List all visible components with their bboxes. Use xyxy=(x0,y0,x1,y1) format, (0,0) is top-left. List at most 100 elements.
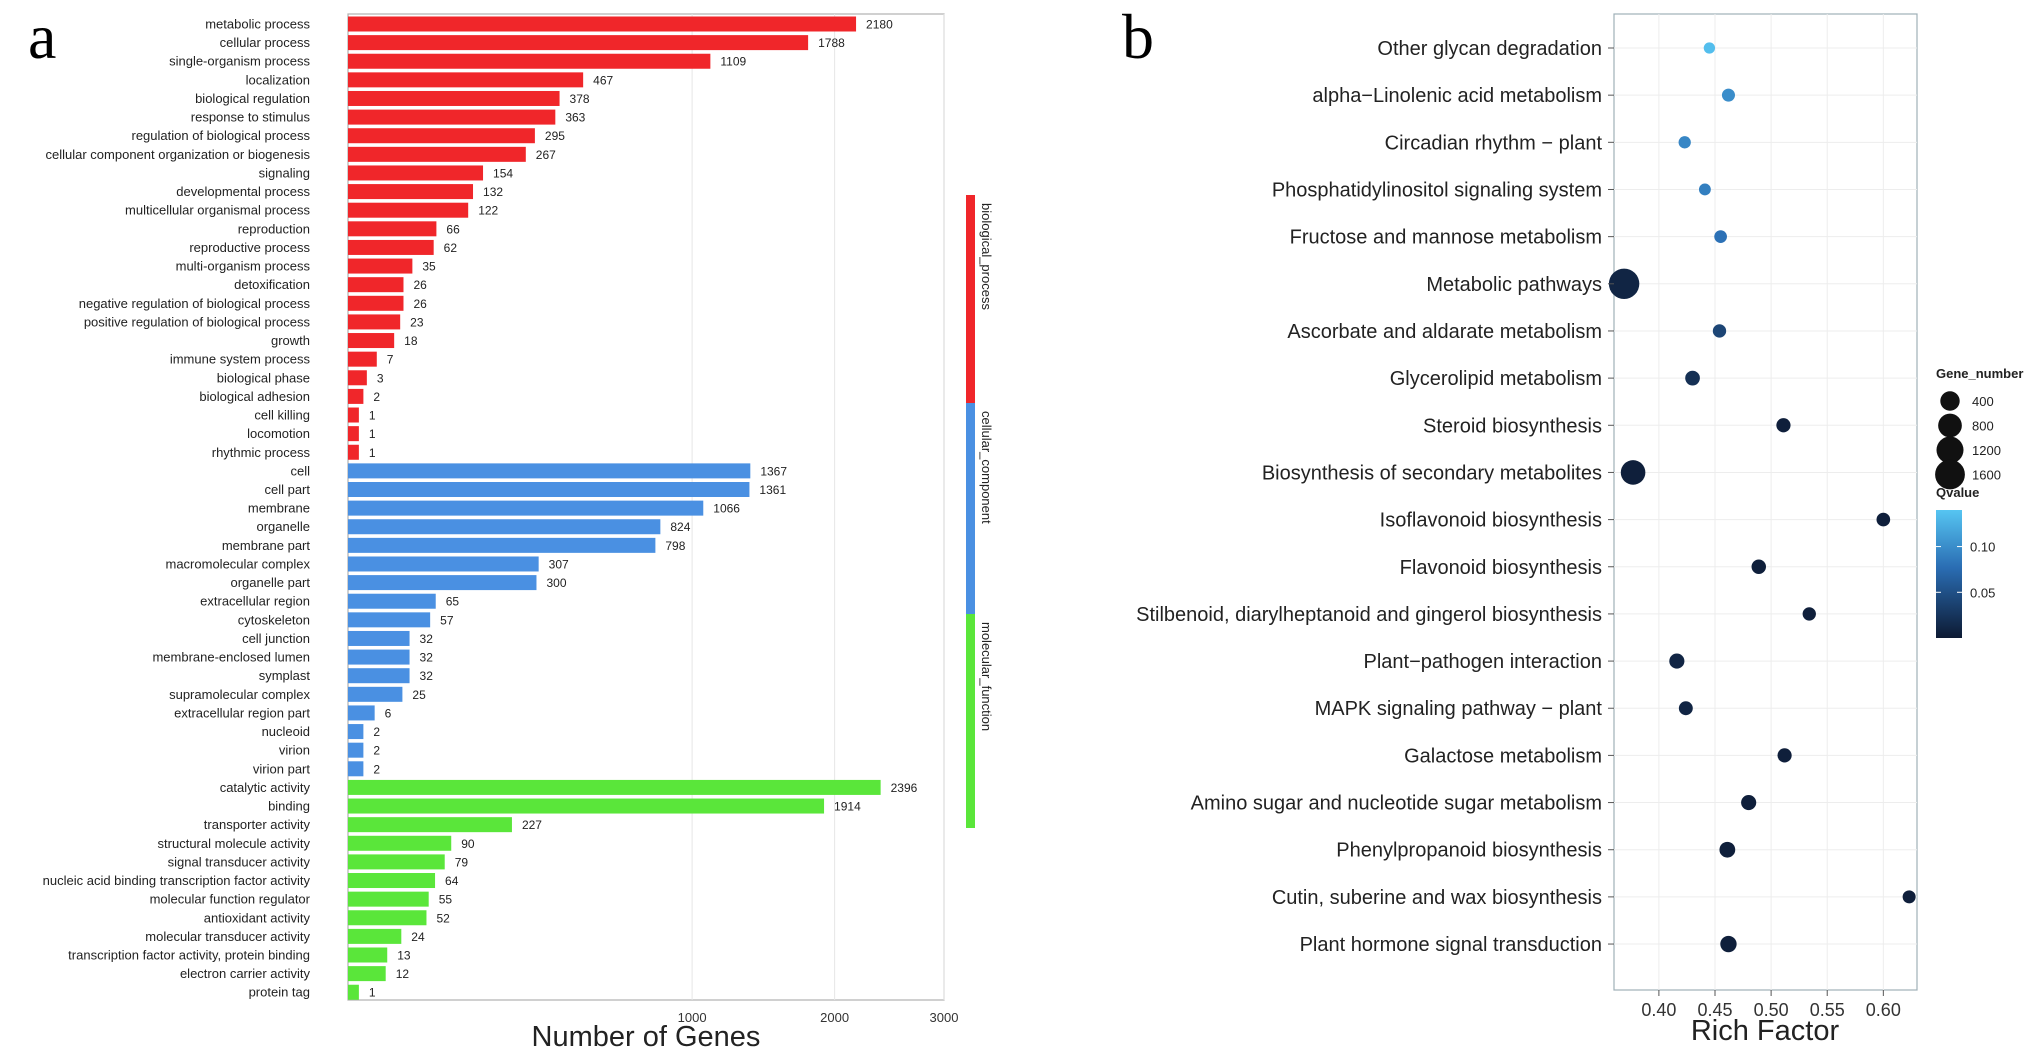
bar-category-label: reproduction xyxy=(238,221,310,236)
bar xyxy=(348,742,364,758)
bar-category-label: virion part xyxy=(253,761,310,776)
bubble-pathway-label: Metabolic pathways xyxy=(1426,274,1602,296)
bar-value-label: 12 xyxy=(396,967,410,981)
bar-category-label: electron carrier activity xyxy=(180,966,311,981)
bar xyxy=(348,575,537,591)
bar-category-label: biological regulation xyxy=(195,91,310,106)
bar xyxy=(348,258,413,274)
bar xyxy=(348,873,436,889)
gene-number-legend-label: 1200 xyxy=(1972,443,2001,458)
bar-category-label: signal transducer activity xyxy=(168,854,311,869)
go-bar-chart: metabolic process cellular process single-… xyxy=(43,13,994,1051)
bar-category-label: structural molecule activity xyxy=(158,836,311,851)
bar-value-label: 1 xyxy=(369,446,376,460)
kegg-bubble-chart: Other glycan degradation alpha−Linolenic … xyxy=(1136,13,2023,1047)
bubble-point xyxy=(1720,935,1737,953)
bar xyxy=(348,146,526,162)
bar-value-label: 66 xyxy=(446,222,460,236)
bar-value-label: 64 xyxy=(445,874,459,888)
bubble-pathway-label: Other glycan degradation xyxy=(1377,38,1602,60)
bar-category-label: antioxidant activity xyxy=(204,910,311,925)
panel-a-label: a xyxy=(28,1,56,72)
bar-value-label: 132 xyxy=(483,185,503,199)
bubble-pathway-label: Phenylpropanoid biosynthesis xyxy=(1336,840,1602,862)
qvalue-legend-title: Qvalue xyxy=(1936,485,1979,500)
bar-category-label: molecular function regulator xyxy=(150,892,311,907)
bar-value-label: 7 xyxy=(387,353,394,367)
bubble-x-tick-label: 0.40 xyxy=(1641,1000,1676,1020)
bar xyxy=(348,426,359,442)
bar-category-label: localization xyxy=(246,72,310,87)
bar-value-label: 798 xyxy=(665,539,685,553)
bar-value-label: 13 xyxy=(397,949,411,963)
bubble-point xyxy=(1714,230,1727,243)
bar-category-label: catalytic activity xyxy=(220,780,311,795)
bubble-pathway-label: Isoflavonoid biosynthesis xyxy=(1380,510,1602,532)
bar-chart-x-ticks: 1000 2000 3000 xyxy=(678,1010,959,1025)
bar xyxy=(348,314,401,330)
bar-value-label: 295 xyxy=(545,129,565,143)
bar xyxy=(348,239,434,255)
bar-category-label: locomotion xyxy=(247,426,310,441)
bar xyxy=(348,798,825,814)
bar-category-label: molecular transducer activity xyxy=(145,929,310,944)
bubble-point xyxy=(1703,42,1716,54)
bubble-pathway-label: Plant−pathogen interaction xyxy=(1363,651,1602,673)
bubble-pathway-label: Ascorbate and aldarate metabolism xyxy=(1287,321,1602,343)
go-category-strip: biological_process cellular_componentmole… xyxy=(966,195,994,828)
bar-category-label: cytoskeleton xyxy=(238,612,310,627)
bar xyxy=(348,351,377,367)
bar xyxy=(348,556,539,572)
gene-number-legend-items: 400 800 1200 1600 xyxy=(1935,391,2001,490)
bar xyxy=(348,630,410,646)
bar xyxy=(348,928,402,944)
bar-value-label: 57 xyxy=(440,613,454,627)
bar-value-label: 18 xyxy=(404,334,418,348)
bar-category-label: membrane-enclosed lumen xyxy=(152,650,310,665)
bar xyxy=(348,370,367,386)
go-category-strip-label: cellular_component xyxy=(979,411,994,524)
bubble-point xyxy=(1721,88,1735,102)
bar-category-label: multicellular organismal process xyxy=(125,203,310,218)
bar-category-label: negative regulation of biological proces… xyxy=(79,296,311,311)
bar-value-label: 2180 xyxy=(866,18,893,32)
bar-category-label: multi-organism process xyxy=(176,259,311,274)
bar-value-label: 2 xyxy=(373,762,380,776)
bar-value-label: 2 xyxy=(373,744,380,758)
bar-value-label: 1 xyxy=(369,409,376,423)
bar xyxy=(348,947,388,963)
bar xyxy=(348,966,386,982)
bar xyxy=(348,817,512,833)
bar-x-tick-label: 3000 xyxy=(930,1010,959,1025)
go-category-strip-label: biological_process xyxy=(979,203,994,310)
bar-value-label: 467 xyxy=(593,73,613,87)
bar-value-label: 824 xyxy=(670,520,690,534)
bar xyxy=(348,72,584,88)
bar-category-label: cellular process xyxy=(220,35,311,50)
bubble-pathway-label: Steroid biosynthesis xyxy=(1423,415,1602,437)
bubble-point xyxy=(1777,748,1792,763)
bar-value-label: 65 xyxy=(446,595,460,609)
bubble-pathway-label: Stilbenoid, diarylheptanoid and gingerol… xyxy=(1136,604,1602,626)
bar xyxy=(348,854,445,870)
bar xyxy=(348,537,656,553)
bar-category-label: membrane xyxy=(248,501,310,516)
bar-category-label: macromolecular complex xyxy=(166,556,311,571)
bar-value-label: 300 xyxy=(546,576,566,590)
bar xyxy=(348,686,403,702)
bar-category-label: virion xyxy=(279,743,310,758)
bar xyxy=(348,221,437,237)
bubble-chart-pathway-labels: Other glycan degradation alpha−Linolenic … xyxy=(1136,38,1602,956)
bubble-pathway-label: Biosynthesis of secondary metabolites xyxy=(1262,462,1602,484)
bar xyxy=(348,407,359,423)
bar-value-label: 1361 xyxy=(759,483,786,497)
bar-value-label: 6 xyxy=(385,706,392,720)
bar xyxy=(348,35,809,51)
bubble-pathway-label: Plant hormone signal transduction xyxy=(1300,934,1602,956)
gene-number-legend-title: Gene_number xyxy=(1936,366,2023,381)
bubble-point xyxy=(1751,559,1766,574)
bubble-point xyxy=(1802,607,1816,621)
bar xyxy=(348,649,410,665)
